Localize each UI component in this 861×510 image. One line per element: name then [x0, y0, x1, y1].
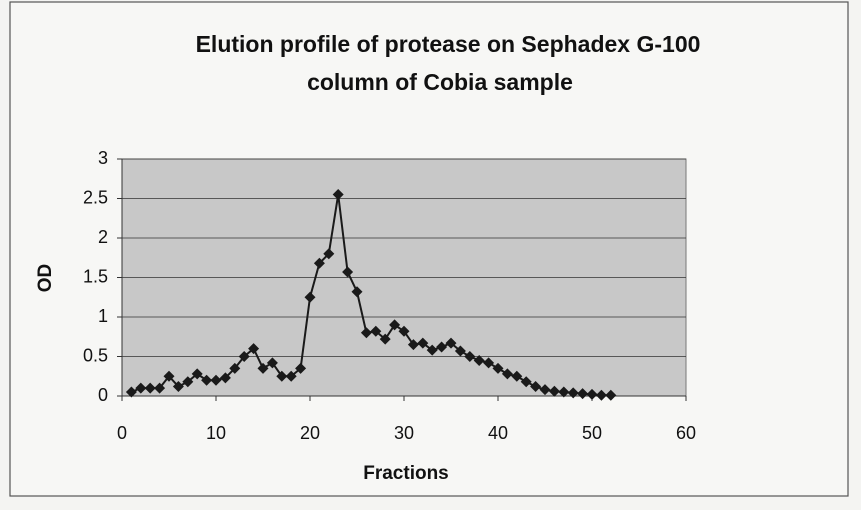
- data-marker: [436, 341, 448, 353]
- data-marker: [464, 351, 476, 362]
- data-marker: [539, 384, 551, 396]
- data-marker: [417, 337, 429, 349]
- data-marker: [163, 370, 175, 382]
- y-tick-label: 1.5: [83, 266, 108, 286]
- data-marker: [398, 325, 410, 337]
- data-marker: [360, 327, 372, 339]
- x-tick-label: 60: [676, 423, 696, 443]
- y-tick-label: 0: [98, 385, 108, 405]
- data-marker: [492, 362, 504, 374]
- data-marker: [144, 382, 156, 394]
- data-marker: [548, 385, 560, 397]
- data-marker: [238, 351, 250, 362]
- data-marker: [285, 370, 297, 382]
- data-marker: [501, 368, 513, 380]
- data-marker: [426, 344, 438, 356]
- data-marker: [219, 372, 231, 384]
- data-marker: [342, 266, 354, 278]
- data-marker: [182, 376, 194, 388]
- data-marker: [266, 357, 278, 369]
- data-marker: [370, 325, 382, 337]
- x-tick-label: 50: [582, 423, 602, 443]
- y-tick-label: 3: [98, 148, 108, 168]
- chart-title-line: column of Cobia sample: [307, 69, 573, 95]
- chart-title-line: Elution profile of protease on Sephadex …: [196, 31, 701, 57]
- data-marker: [276, 370, 288, 382]
- data-marker: [595, 389, 607, 401]
- x-tick-label: 0: [117, 423, 127, 443]
- data-marker: [379, 333, 391, 345]
- data-marker: [229, 362, 241, 374]
- data-marker: [304, 291, 316, 303]
- data-marker: [473, 354, 485, 366]
- data-marker: [389, 319, 401, 331]
- data-marker: [567, 387, 579, 399]
- data-marker: [191, 368, 203, 380]
- y-axis-title: OD: [35, 264, 56, 293]
- data-marker: [483, 357, 495, 369]
- y-tick-label: 0.5: [83, 345, 108, 365]
- data-marker: [586, 388, 598, 400]
- data-marker: [248, 343, 260, 355]
- y-tick-label: 1: [98, 306, 108, 326]
- data-marker: [323, 248, 335, 260]
- data-marker: [577, 388, 589, 400]
- data-marker: [530, 381, 542, 393]
- x-tick-label: 10: [206, 423, 226, 443]
- data-marker: [351, 286, 363, 298]
- x-tick-label: 40: [488, 423, 508, 443]
- y-tick-label: 2.5: [83, 187, 108, 207]
- data-marker: [558, 386, 570, 398]
- data-marker: [520, 376, 532, 388]
- data-marker: [201, 374, 213, 386]
- data-marker: [295, 362, 307, 374]
- data-marker: [125, 386, 137, 398]
- x-axis-title: Fractions: [363, 463, 449, 484]
- data-marker: [454, 345, 466, 357]
- data-marker: [511, 370, 523, 382]
- data-marker: [407, 339, 419, 351]
- data-marker: [332, 189, 344, 201]
- data-marker: [257, 362, 269, 374]
- data-marker: [605, 389, 617, 401]
- data-marker: [172, 381, 184, 393]
- y-tick-label: 2: [98, 227, 108, 247]
- data-marker: [210, 374, 222, 386]
- x-tick-label: 20: [300, 423, 320, 443]
- data-marker: [313, 257, 325, 269]
- data-marker: [445, 337, 457, 349]
- x-tick-label: 30: [394, 423, 414, 443]
- data-marker: [135, 382, 147, 394]
- data-marker: [154, 382, 166, 394]
